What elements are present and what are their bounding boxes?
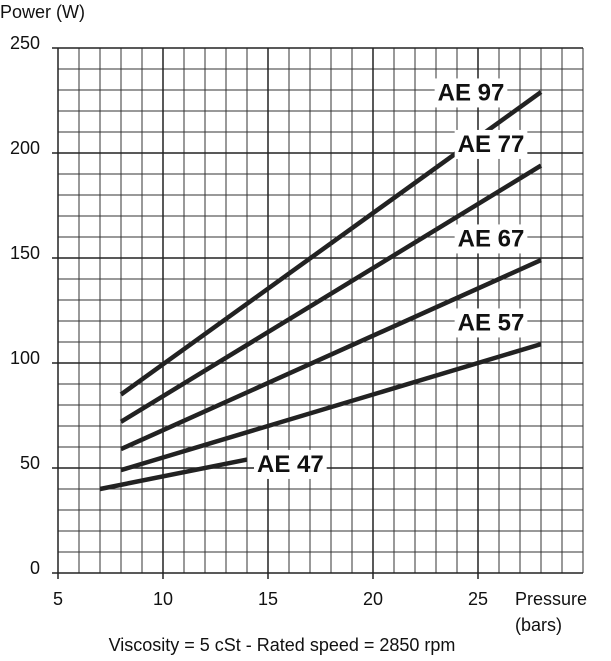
footer: Viscosity = 5 cSt - Rated speed = 2850 r…: [109, 635, 456, 655]
y-tick-label: 50: [20, 453, 40, 473]
series-line: [120, 341, 542, 473]
y-tick-label: 0: [30, 558, 40, 578]
x-tick-label: 5: [53, 589, 63, 609]
label-background: [454, 308, 528, 338]
y-axis-label: Power (W): [0, 2, 85, 22]
series-label: AE 77: [458, 131, 525, 158]
series-label: AE 67: [458, 225, 525, 252]
series-line: [99, 457, 248, 492]
x-axis-label: (bars): [515, 615, 562, 635]
label-background: [434, 78, 508, 108]
x-tick-label: 20: [363, 589, 383, 609]
x-tick-label: 15: [258, 589, 278, 609]
y-tick-label: 200: [10, 138, 40, 158]
series-label: AE 97: [438, 79, 505, 106]
x-axis-label: Pressure: [515, 589, 587, 609]
y-tick-label: 100: [10, 348, 40, 368]
x-tick-label: 10: [153, 589, 173, 609]
x-tick-label: 25: [468, 589, 488, 609]
y-tick-label: 150: [10, 243, 40, 263]
label-background: [454, 224, 528, 254]
series-label: AE 47: [257, 451, 324, 478]
series-label: AE 57: [458, 309, 525, 336]
series-line: [119, 163, 543, 424]
label-background: [254, 449, 327, 479]
series-line: [120, 258, 542, 452]
label-background: [454, 129, 528, 159]
y-tick-label: 250: [10, 33, 40, 53]
